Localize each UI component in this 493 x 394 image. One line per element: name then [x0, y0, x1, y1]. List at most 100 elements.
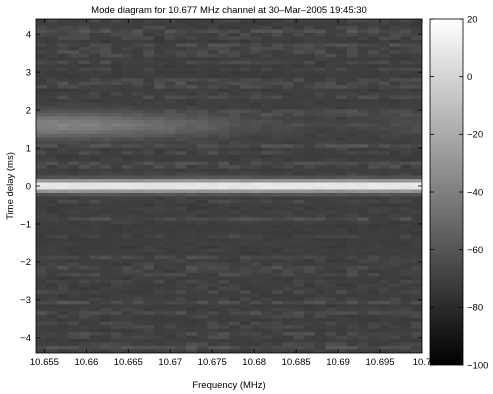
heatmap-cell — [346, 168, 359, 173]
heatmap-cell — [271, 279, 284, 284]
heatmap-cell — [389, 78, 401, 83]
heatmap-cell — [389, 210, 401, 215]
heatmap-cell — [100, 328, 112, 333]
heatmap-cell — [314, 88, 326, 93]
heatmap-cell — [400, 231, 412, 236]
heatmap-cell — [368, 248, 380, 253]
heatmap-cell — [111, 109, 123, 114]
heatmap-cell — [143, 71, 155, 76]
heatmap-cell — [111, 137, 123, 142]
heatmap-cell — [121, 123, 133, 128]
heatmap-cell — [325, 126, 337, 131]
heatmap-cell — [100, 43, 112, 48]
heatmap-cell — [121, 133, 133, 138]
heatmap-cell — [111, 220, 123, 225]
heatmap-cell — [121, 74, 133, 79]
heatmap-cell — [121, 342, 133, 347]
heatmap-cell — [218, 266, 230, 270]
heatmap-cell — [36, 67, 48, 72]
heatmap-cell — [78, 307, 91, 312]
heatmap-cell — [368, 325, 380, 330]
heatmap-cell — [325, 349, 337, 353]
heatmap-cell — [411, 140, 422, 145]
heatmap-cell — [389, 126, 401, 131]
heatmap-cell — [36, 57, 48, 62]
heatmap-cell — [89, 346, 101, 350]
heatmap-cell — [153, 349, 166, 353]
heatmap-cell — [304, 22, 316, 27]
heatmap-cell — [218, 339, 230, 343]
heatmap-cell — [250, 88, 262, 93]
heatmap-cell — [121, 36, 133, 41]
heatmap-cell — [389, 154, 401, 159]
heatmap-cell — [357, 116, 369, 121]
heatmap-cell — [186, 50, 198, 55]
heatmap-cell — [164, 297, 176, 302]
heatmap-cell — [89, 81, 101, 86]
heatmap-cell — [250, 22, 262, 27]
heatmap-cell — [186, 25, 198, 30]
heatmap-cell — [218, 71, 230, 76]
heatmap-cell — [78, 279, 91, 284]
heatmap-cell — [400, 332, 412, 337]
heatmap-cell — [89, 279, 101, 284]
heatmap-cell — [153, 175, 166, 180]
heatmap-cell — [368, 293, 380, 298]
heatmap-cell — [153, 85, 166, 89]
heatmap-cell — [57, 283, 69, 288]
heatmap-cell — [46, 36, 58, 41]
heatmap-cell — [100, 161, 112, 166]
heatmap-cell — [89, 314, 101, 319]
heatmap-cell — [46, 314, 58, 319]
heatmap-cell — [304, 133, 316, 138]
heatmap-cell — [100, 81, 112, 86]
heatmap-cell — [57, 311, 69, 316]
heatmap-cell — [229, 67, 241, 72]
heatmap-cell — [46, 300, 58, 305]
heatmap-cell — [250, 102, 262, 107]
heatmap-cell — [121, 318, 133, 323]
heatmap-cell — [186, 57, 198, 62]
heatmap-cell — [293, 158, 305, 163]
heatmap-cell — [379, 196, 391, 201]
heatmap-cell — [389, 81, 401, 86]
heatmap-cell — [357, 161, 369, 166]
heatmap-cell — [239, 36, 251, 41]
heatmap-cell — [357, 231, 369, 236]
heatmap-cell — [121, 192, 133, 197]
heatmap-cell — [314, 252, 326, 256]
heatmap-cell — [46, 276, 58, 281]
heatmap-cell — [143, 241, 155, 246]
heatmap-cell — [325, 154, 337, 159]
heatmap-cell — [175, 304, 187, 309]
heatmap-cell — [89, 39, 101, 44]
heatmap-cell — [411, 196, 422, 201]
heatmap-cell — [100, 78, 112, 83]
heatmap-cell — [143, 297, 155, 302]
heatmap-cell — [229, 88, 241, 93]
heatmap-cell — [357, 126, 369, 131]
heatmap-cell — [261, 161, 273, 166]
heatmap-cell — [400, 168, 412, 173]
heatmap-cell — [175, 290, 187, 295]
heatmap-cell — [325, 123, 337, 128]
heatmap-cell — [46, 74, 58, 79]
heatmap-cell — [68, 85, 80, 89]
heatmap-cell — [186, 297, 198, 302]
heatmap-cell — [229, 335, 241, 340]
heatmap-cell — [186, 262, 198, 267]
heatmap-cell — [271, 321, 284, 326]
heatmap-cell — [389, 67, 401, 72]
heatmap-cell — [379, 92, 391, 96]
heatmap-cell — [400, 342, 412, 347]
heatmap-cell — [411, 22, 422, 27]
heatmap-cell — [357, 43, 369, 48]
heatmap-cell — [229, 144, 241, 149]
heatmap-cell — [46, 213, 58, 218]
heatmap-cell — [250, 81, 262, 86]
heatmap-cell — [68, 339, 80, 343]
heatmap-cell — [100, 182, 112, 187]
heatmap-cell — [239, 151, 251, 156]
heatmap-cell — [293, 314, 305, 319]
heatmap-cell — [196, 64, 208, 69]
